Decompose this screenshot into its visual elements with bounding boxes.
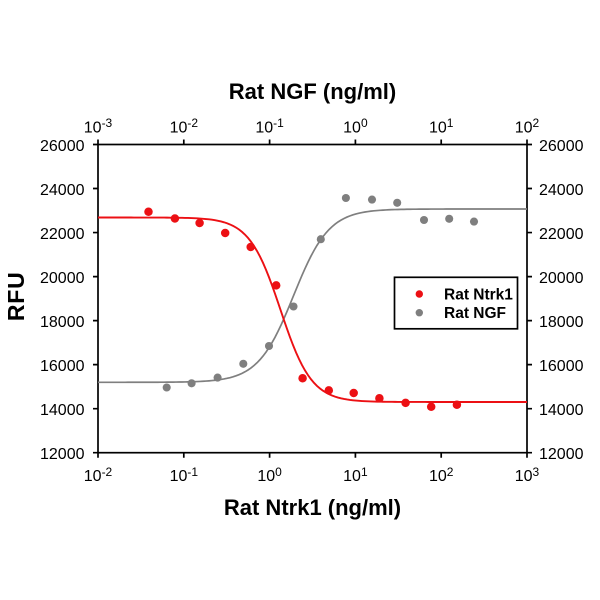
svg-text:22000: 22000: [40, 226, 85, 243]
svg-text:14000: 14000: [539, 402, 584, 419]
svg-text:14000: 14000: [40, 402, 85, 419]
svg-text:20000: 20000: [539, 270, 584, 287]
svg-text:12000: 12000: [40, 446, 85, 463]
svg-text:24000: 24000: [40, 182, 85, 199]
svg-text:16000: 16000: [539, 358, 584, 375]
svg-text:18000: 18000: [40, 314, 85, 331]
svg-text:Rat Ntrk1 (ng/ml): Rat Ntrk1 (ng/ml): [224, 495, 401, 520]
svg-text:26000: 26000: [40, 138, 85, 155]
svg-text:26000: 26000: [539, 138, 584, 155]
svg-text:20000: 20000: [40, 270, 85, 287]
svg-text:RFU: RFU: [3, 271, 29, 321]
svg-text:18000: 18000: [539, 314, 584, 331]
svg-text:Rat NGF: Rat NGF: [444, 305, 506, 322]
svg-text:Rat NGF (ng/ml): Rat NGF (ng/ml): [229, 79, 396, 104]
svg-text:24000: 24000: [539, 182, 584, 199]
svg-text:16000: 16000: [40, 358, 85, 375]
svg-text:12000: 12000: [539, 446, 584, 463]
svg-text:22000: 22000: [539, 226, 584, 243]
svg-text:Rat Ntrk1: Rat Ntrk1: [444, 287, 513, 304]
